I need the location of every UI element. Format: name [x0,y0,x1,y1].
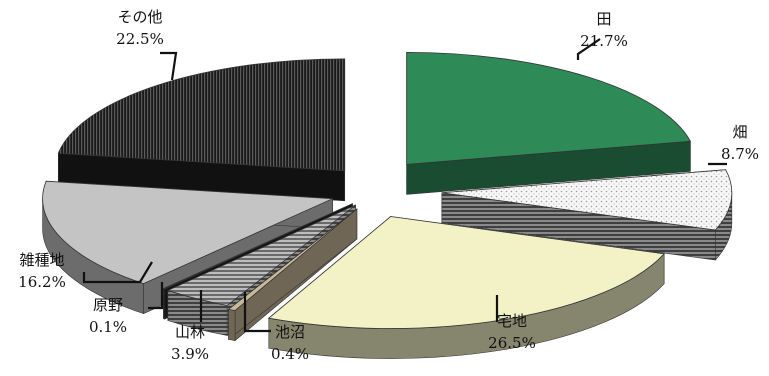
slice-label-name-6: 原野 [93,296,123,314]
slice-label-value-1: 21.7% [580,32,628,50]
slice-label-value-8: 22.5% [116,30,164,48]
leader-line-4 [243,292,271,333]
leader-line-7 [82,261,153,284]
leader-line-8 [160,51,178,81]
slice-label-value-4: 0.4% [271,345,309,363]
slice-label-name-5: 山林 [175,323,205,341]
pie-slice-4 [227,208,358,342]
leader-line-1 [576,38,601,60]
slice-label-name-7: 雑種地 [19,251,64,269]
slice-label-value-5: 3.9% [171,345,209,363]
leader-line-6 [148,282,164,310]
pie-slice-3 [267,215,665,359]
slice-label-value-7: 16.2% [18,273,66,291]
slice-label-name-2: 畑 [732,123,747,141]
slice-label-name-4: 池沼 [275,323,305,341]
slice-label-name-8: その他 [117,8,162,26]
slice-label-name-3: 宅地 [497,312,527,330]
pie-slice-2 [441,169,733,261]
pie-slice-1 [406,51,692,195]
slice-label-value-6: 0.1% [89,318,127,336]
slice-label-value-3: 26.5% [488,334,536,352]
pie-slice-8 [57,58,346,202]
slice-label-value-2: 8.7% [721,145,759,163]
slice-label-name-1: 田 [596,10,611,28]
